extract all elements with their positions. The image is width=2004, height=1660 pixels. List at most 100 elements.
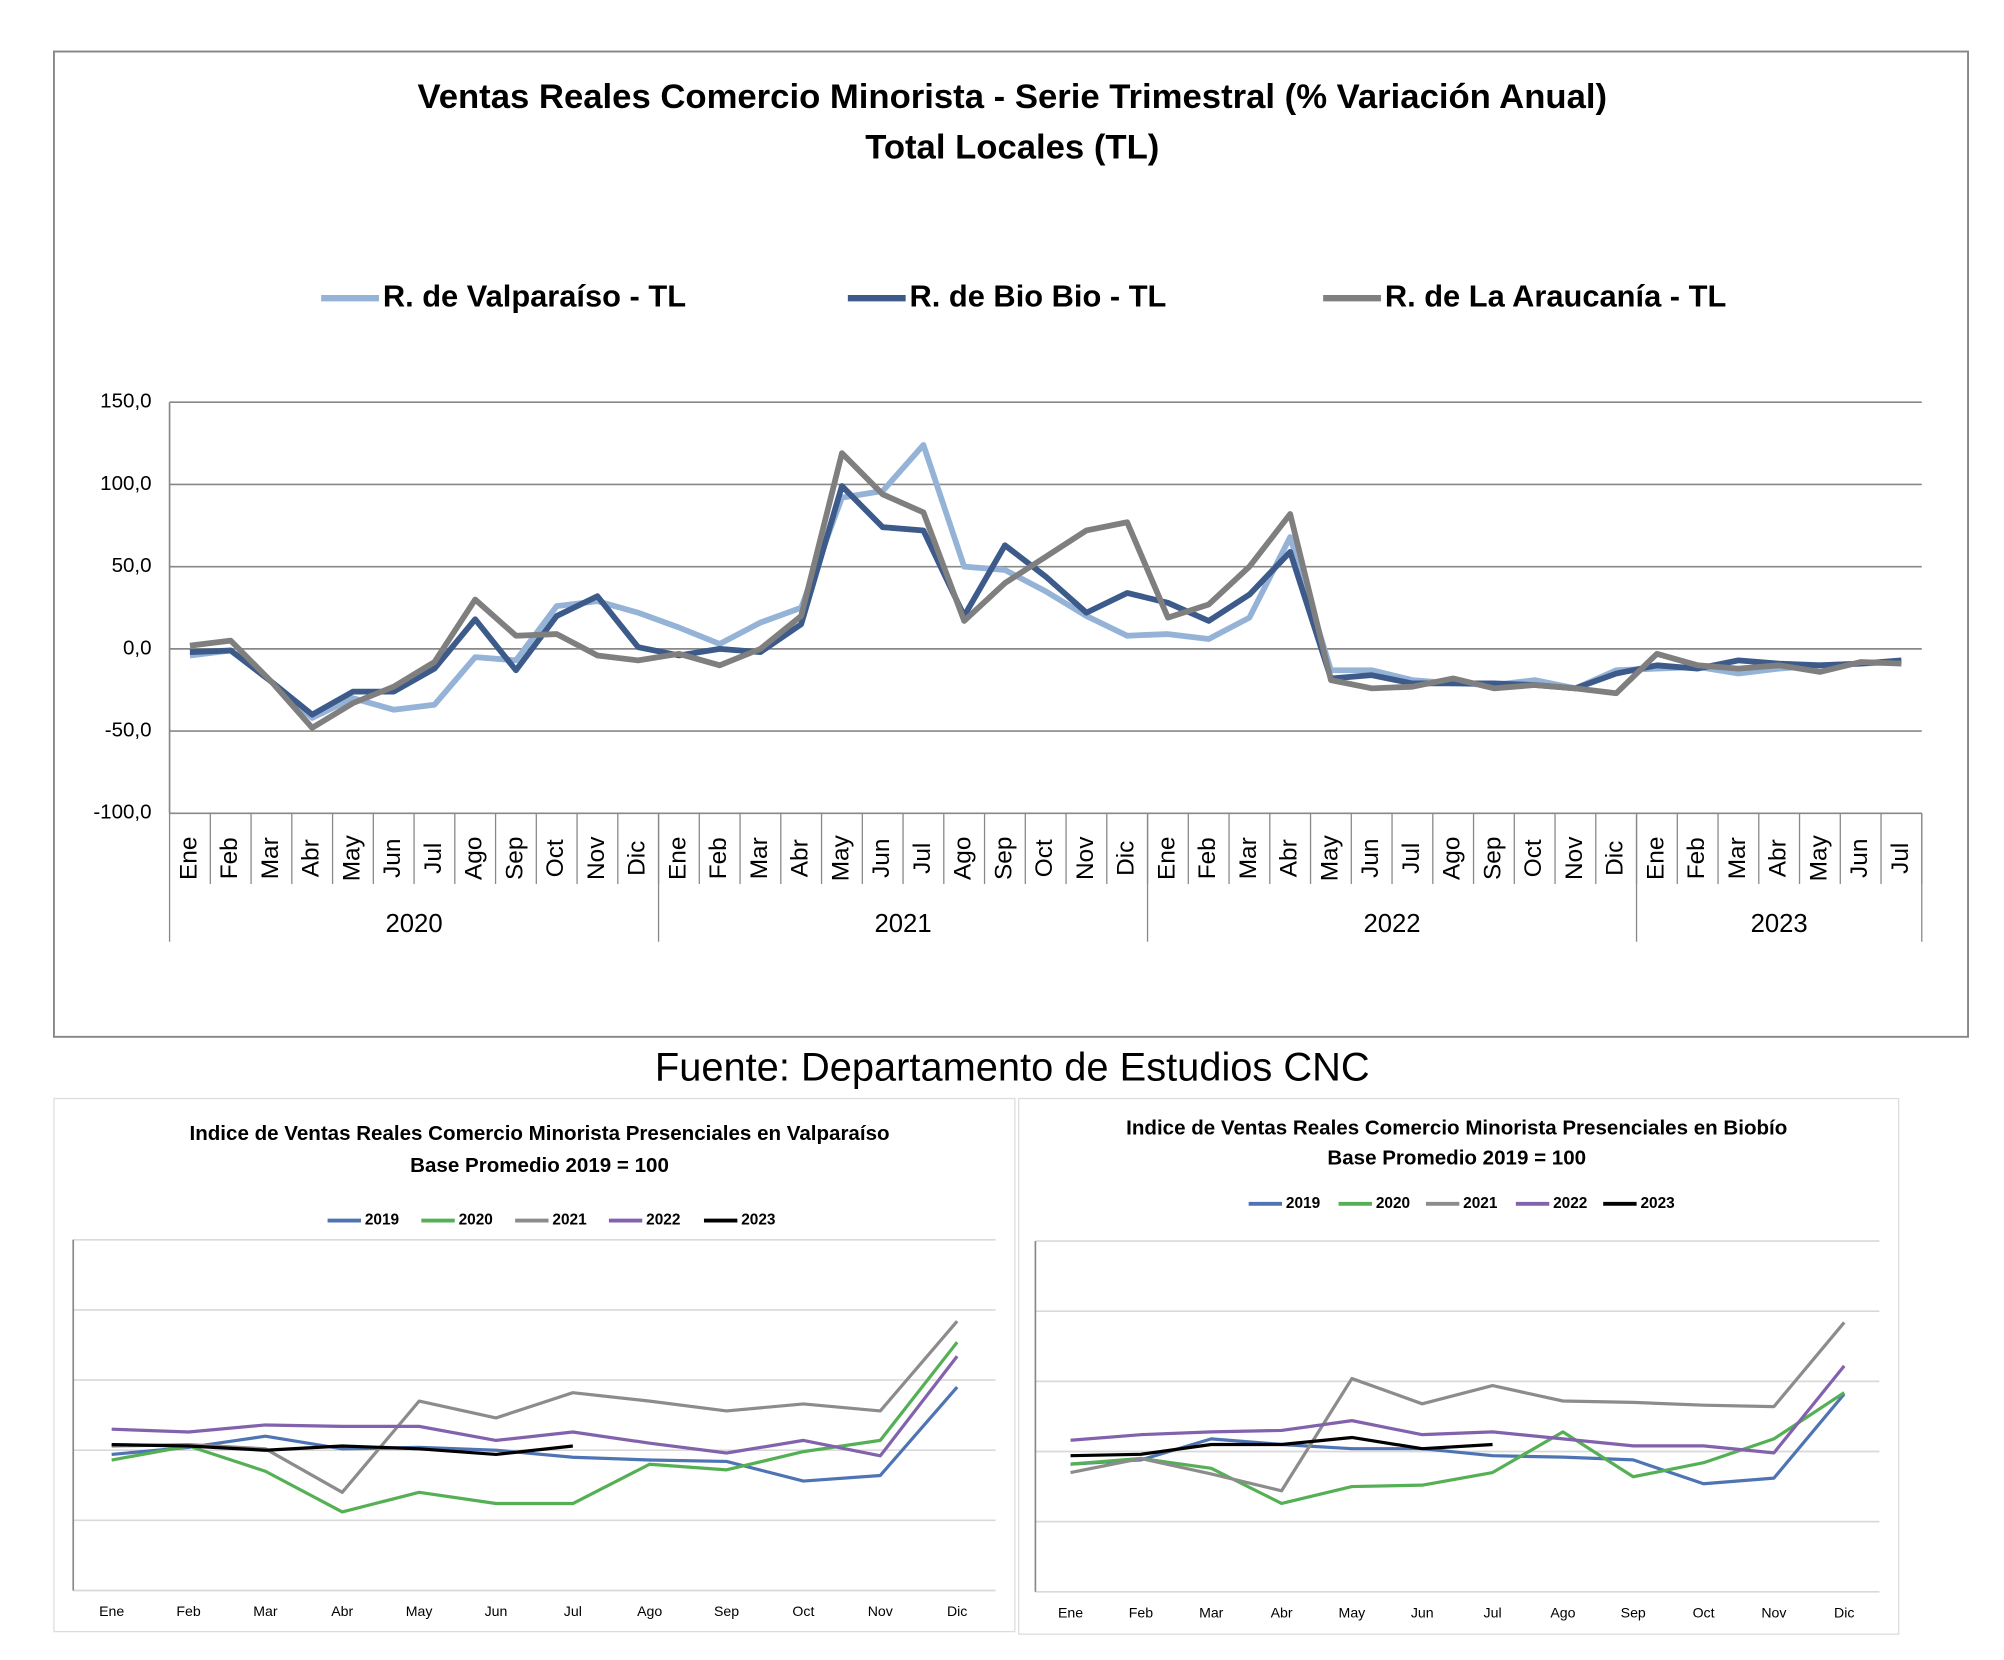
group-label: 2021 xyxy=(874,910,931,938)
x-tick-label: May xyxy=(1339,1604,1367,1620)
x-tick-label: Abr xyxy=(1276,839,1303,877)
x-tick-label: Jun xyxy=(1411,1604,1434,1620)
series-line xyxy=(111,1442,574,1457)
x-tick-label: Dic xyxy=(624,841,651,876)
main-frame xyxy=(52,50,1969,1038)
chart-title: Indice de Ventas Reales Comercio Minoris… xyxy=(1126,1117,1787,1140)
legend-label: 2022 xyxy=(646,1212,680,1229)
series-line xyxy=(111,1386,959,1483)
chart-subtitle: Base Promedio 2019 = 100 xyxy=(1327,1146,1586,1169)
x-tick-label: Abr xyxy=(787,839,814,877)
x-tick-label: Oct xyxy=(1693,1604,1715,1620)
chart-title: Ventas Reales Comercio Minorista - Serie… xyxy=(418,78,1608,116)
legend-label: 2019 xyxy=(1286,1195,1320,1212)
x-tick-label: Dic xyxy=(947,1603,967,1619)
x-tick-label: Mar xyxy=(253,1603,278,1619)
x-tick-label: Abr xyxy=(298,839,325,877)
legend-label: 2023 xyxy=(741,1212,776,1229)
series-line xyxy=(111,1355,959,1458)
x-tick-label: Feb xyxy=(1129,1604,1153,1620)
x-tick-label: Ene xyxy=(1153,837,1180,880)
x-tick-label: Mar xyxy=(257,837,284,879)
x-tick-label: Abr xyxy=(1271,1604,1293,1620)
x-tick-label: Sep xyxy=(501,837,528,880)
x-tick-label: Jul xyxy=(420,843,447,874)
series-line xyxy=(111,1341,959,1514)
x-tick-label: Feb xyxy=(1683,837,1710,879)
x-tick-label: Sep xyxy=(1621,1604,1646,1620)
x-tick-label: Jul xyxy=(1398,843,1425,874)
x-tick-label: Mar xyxy=(1235,837,1262,879)
x-tick-label: Abr xyxy=(1765,839,1792,877)
series-line xyxy=(189,442,1902,721)
legend-label: R. de La Araucanía - TL xyxy=(1385,278,1726,313)
y-tick-label: -50,0 xyxy=(105,719,152,742)
group-label: 2022 xyxy=(1363,910,1420,938)
x-tick-label: Mar xyxy=(746,837,773,879)
x-tick-label: Ago xyxy=(461,837,488,880)
series-line xyxy=(1070,1364,1846,1455)
x-tick-label: Ago xyxy=(1550,1604,1575,1620)
x-tick-label: May xyxy=(827,834,854,881)
x-tick-label: May xyxy=(338,834,365,881)
x-tick-label: Jun xyxy=(379,839,406,878)
legend-label: 2020 xyxy=(1376,1195,1410,1212)
x-tick-label: Ene xyxy=(1058,1604,1083,1620)
x-tick-label: Jun xyxy=(1357,839,1384,878)
x-tick-label: Oct xyxy=(792,1603,814,1619)
series-line xyxy=(1070,1435,1493,1458)
legend-label: 2021 xyxy=(552,1212,587,1229)
legend-label: R. de Bio Bio - TL xyxy=(910,278,1167,313)
x-tick-label: Ene xyxy=(99,1603,124,1619)
y-tick-label: 0,0 xyxy=(123,636,152,659)
x-tick-label: Jul xyxy=(1887,843,1914,874)
chart-title: Indice de Ventas Reales Comercio Minoris… xyxy=(190,1122,890,1145)
legend-label: 2019 xyxy=(365,1212,399,1229)
legend-label: 2020 xyxy=(459,1212,493,1229)
x-tick-label: Feb xyxy=(705,837,732,879)
group-label: 2023 xyxy=(1751,910,1808,938)
x-tick-label: Feb xyxy=(176,1603,200,1619)
y-tick-label: 150,0 xyxy=(100,390,151,413)
x-tick-label: Dic xyxy=(1834,1604,1854,1620)
x-tick-label: Ago xyxy=(950,837,977,880)
x-tick-label: Ago xyxy=(1439,837,1466,880)
y-tick-label: -100,0 xyxy=(93,801,151,824)
series-line xyxy=(1070,1391,1846,1506)
x-tick-label: Jun xyxy=(485,1603,508,1619)
legend-label: 2021 xyxy=(1463,1195,1498,1212)
series-line xyxy=(189,483,1902,718)
series-line xyxy=(1070,1321,1846,1493)
x-tick-label: Nov xyxy=(868,1603,894,1619)
x-tick-label: Jun xyxy=(868,839,895,878)
chart-subtitle: Total Locales (TL) xyxy=(865,128,1159,166)
series-line xyxy=(189,450,1902,731)
y-tick-label: 50,0 xyxy=(112,554,152,577)
x-tick-label: May xyxy=(1316,834,1343,881)
x-tick-label: Oct xyxy=(542,839,569,877)
x-tick-label: Jul xyxy=(909,843,936,874)
x-tick-label: Feb xyxy=(216,837,243,879)
x-tick-label: Nov xyxy=(1561,836,1588,880)
legend-label: 2022 xyxy=(1553,1195,1587,1212)
x-tick-label: Ago xyxy=(637,1603,662,1619)
chart-subtitle: Base Promedio 2019 = 100 xyxy=(410,1154,669,1177)
x-tick-label: Feb xyxy=(1194,837,1221,879)
x-tick-label: Jul xyxy=(1484,1604,1502,1620)
legend-label: R. de Valparaíso - TL xyxy=(383,278,686,313)
x-tick-label: Sep xyxy=(990,837,1017,880)
y-tick-label: 100,0 xyxy=(100,472,151,495)
x-tick-label: Ene xyxy=(175,837,202,880)
right-frame xyxy=(1018,1097,1900,1635)
x-tick-label: Ene xyxy=(664,837,691,880)
x-tick-label: Mar xyxy=(1199,1604,1224,1620)
series-line xyxy=(1070,1392,1846,1486)
group-label: 2020 xyxy=(385,910,442,938)
x-tick-label: Nov xyxy=(1072,836,1099,880)
left-frame xyxy=(53,1097,1016,1633)
x-tick-label: Dic xyxy=(1113,841,1140,876)
legend-label: 2023 xyxy=(1640,1195,1675,1212)
x-tick-label: Jun xyxy=(1846,839,1873,878)
